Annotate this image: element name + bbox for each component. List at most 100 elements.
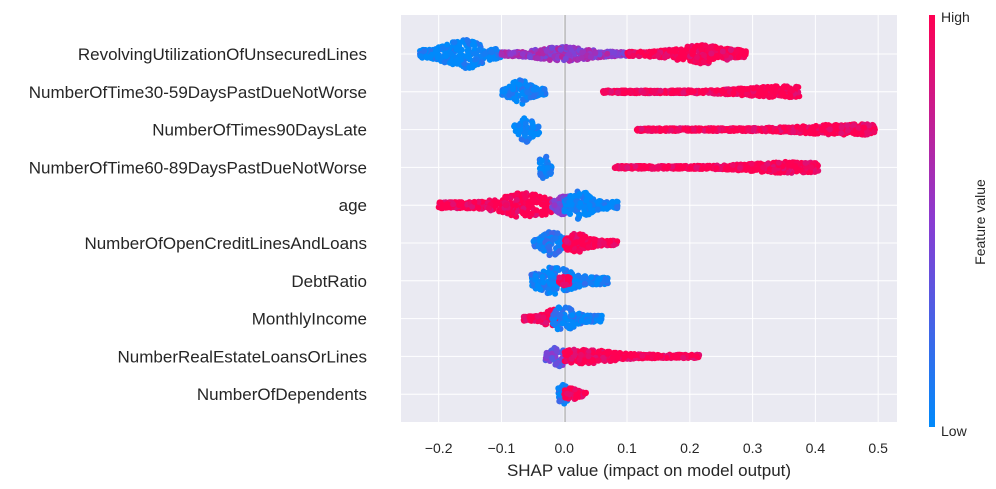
shap-point [441, 59, 448, 66]
shap-point [588, 274, 595, 281]
shap-point [562, 55, 569, 62]
shap-point [713, 53, 720, 59]
shap-point [773, 128, 780, 135]
shap-point [802, 160, 809, 166]
shap-point [792, 163, 799, 169]
shap-point [713, 44, 720, 51]
shap-point [562, 304, 569, 311]
shap-point [534, 55, 541, 62]
shap-point [554, 326, 561, 333]
shap-point [638, 163, 645, 170]
shap-point [548, 169, 554, 176]
shap-point [630, 52, 637, 59]
shap-point [694, 54, 700, 61]
shap-point [511, 123, 518, 130]
shap-point [535, 124, 542, 131]
shap-point [708, 50, 715, 57]
shap-point [595, 357, 602, 364]
shap-point [579, 49, 586, 56]
shap-point [581, 358, 588, 365]
shap-point [557, 46, 564, 53]
shap-point [688, 165, 695, 172]
shap-point [780, 124, 787, 131]
shap-point [578, 317, 585, 324]
shap-point [743, 86, 750, 93]
shap-point [838, 124, 845, 131]
shap-point [471, 198, 478, 205]
shap-point [614, 204, 621, 210]
shap-point [604, 50, 611, 57]
shap-point [696, 127, 703, 134]
shap-point [728, 127, 735, 134]
shap-point [446, 59, 453, 66]
shap-point [434, 54, 441, 61]
shap-point [750, 85, 757, 92]
shap-point [591, 242, 598, 249]
shap-point [760, 164, 767, 171]
shap-point [530, 93, 537, 100]
shap-point [674, 127, 681, 134]
shap-point [535, 243, 542, 250]
shap-point [551, 202, 558, 209]
shap-point [705, 127, 712, 134]
shap-point [780, 84, 787, 91]
shap-point [820, 124, 827, 131]
shap-point [512, 128, 519, 135]
shap-point [844, 122, 851, 129]
shap-point [472, 56, 479, 63]
shap-point [766, 92, 773, 99]
shap-point [810, 127, 817, 134]
shap-point [493, 200, 500, 207]
shap-point [826, 126, 833, 133]
shap-point [813, 122, 819, 129]
shap-point [730, 90, 737, 96]
shap-point [458, 56, 465, 63]
shap-point [702, 42, 709, 49]
shap-point [513, 97, 520, 104]
shap-point [719, 88, 726, 95]
shap-point [681, 125, 688, 132]
shap-point [534, 282, 541, 289]
shap-point [528, 210, 535, 217]
shap-point [700, 59, 707, 66]
shap-point [523, 138, 530, 145]
shap-point [600, 240, 607, 247]
shap-point [750, 127, 757, 134]
shap-point [771, 167, 778, 173]
shap-point [761, 90, 768, 97]
shap-point [787, 92, 794, 99]
shap-point [657, 87, 664, 94]
shap-point [745, 127, 752, 134]
shap-point [796, 167, 803, 174]
shap-point [697, 89, 704, 96]
shap-point [569, 232, 576, 239]
shap-point [661, 164, 668, 171]
shap-point [871, 129, 878, 136]
shap-point [556, 312, 563, 319]
shap-point [463, 53, 470, 60]
shap-point [526, 54, 533, 61]
shap-point [503, 202, 509, 209]
shap-point [579, 236, 586, 243]
shap-point [543, 319, 549, 326]
shap-point [476, 47, 483, 54]
shap-point [601, 89, 608, 96]
shap-point [498, 51, 505, 58]
shap-point [508, 50, 515, 57]
shap-point [680, 90, 687, 96]
shap-point [612, 164, 619, 170]
shap-point [541, 232, 548, 239]
shap-point [645, 127, 651, 134]
shap-point [439, 45, 446, 51]
shap-point [502, 85, 509, 92]
shap-point [727, 47, 734, 53]
shap-point [554, 208, 561, 215]
shap-point [579, 275, 586, 281]
shap-point [510, 86, 517, 93]
shap-point [518, 136, 525, 143]
shap-point [567, 193, 574, 200]
shap-point [536, 237, 543, 244]
shap-point [544, 164, 551, 171]
shap-point [672, 48, 679, 55]
